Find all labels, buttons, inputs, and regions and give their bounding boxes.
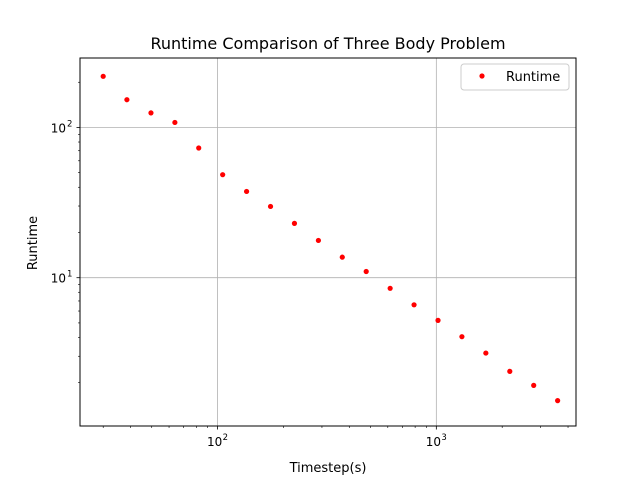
data-point — [124, 97, 130, 103]
y-tick-label: 10 — [51, 121, 66, 135]
legend-label: Runtime — [506, 70, 560, 85]
x-axis-label: Timestep(s) — [289, 461, 367, 476]
data-point — [411, 302, 417, 308]
chart-title: Runtime Comparison of Three Body Problem — [150, 34, 505, 53]
data-point — [291, 220, 298, 226]
data-point — [148, 110, 154, 116]
data-point — [243, 188, 250, 195]
y-tick-label: 10 — [51, 272, 66, 286]
data-point — [531, 382, 537, 388]
plot-area — [80, 58, 576, 426]
legend: Runtime — [460, 63, 570, 91]
data-point — [363, 268, 369, 275]
legend-box — [460, 63, 570, 91]
major-ticks: 10 2 10 310 110 2 — [51, 119, 447, 449]
x-tick-label: 10 — [426, 435, 441, 449]
data-points — [100, 73, 561, 404]
data-point — [267, 203, 274, 210]
data-point — [100, 73, 106, 79]
data-point — [172, 119, 178, 126]
data-point — [339, 254, 345, 260]
plot-frame — [79, 57, 577, 427]
y-axis-label: Runtime — [26, 216, 41, 270]
x-tick-label: 10 — [207, 435, 222, 449]
data-point — [435, 317, 441, 323]
y-tick-label-exponent: 1 — [67, 270, 72, 280]
data-point — [507, 368, 513, 374]
data-point — [483, 350, 489, 356]
data-point — [555, 398, 561, 404]
legend-marker — [479, 73, 485, 79]
grid-lines — [80, 58, 576, 426]
data-point — [196, 145, 202, 151]
data-point — [220, 172, 226, 178]
x-tick-label-exponent: 3 — [441, 433, 446, 443]
data-point — [315, 237, 322, 244]
data-point — [387, 285, 393, 291]
y-tick-label-exponent: 2 — [67, 119, 72, 129]
x-tick-label-exponent: 2 — [223, 433, 228, 443]
data-point — [459, 334, 465, 340]
